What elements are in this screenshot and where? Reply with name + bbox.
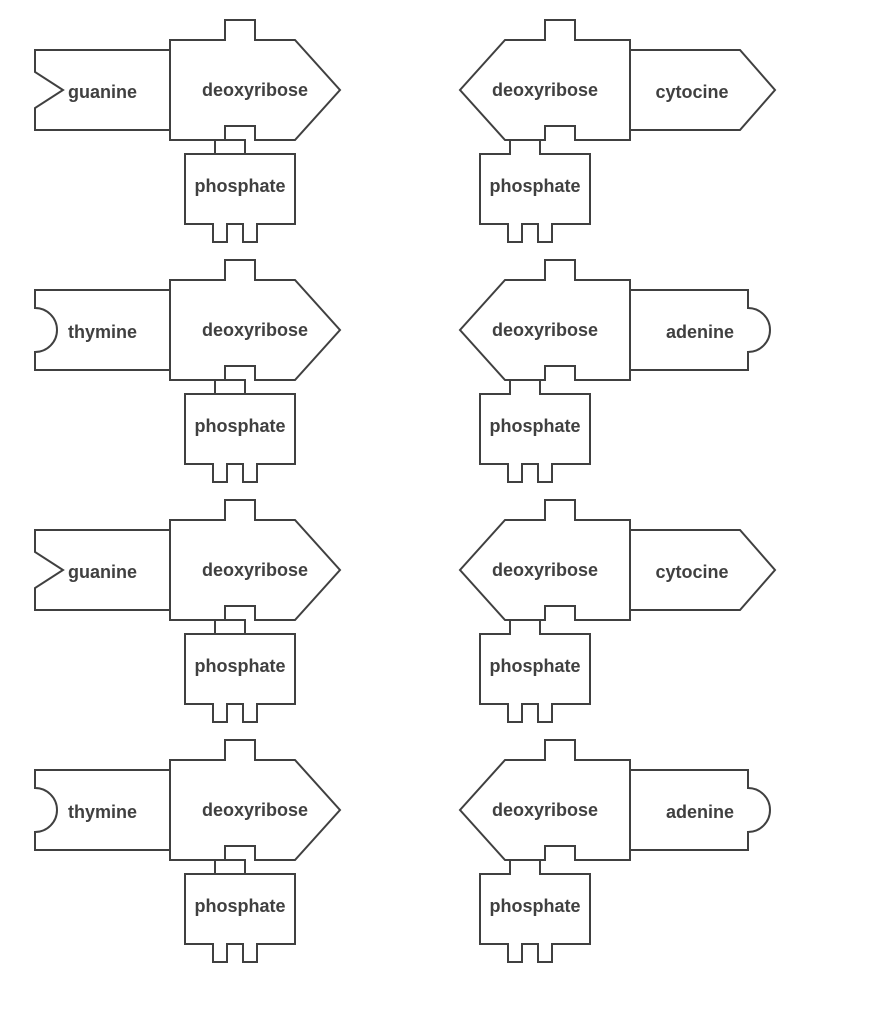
- seam: [545, 126, 575, 140]
- nucleotide-right-row1: deoxyribose adenine phosphate: [460, 260, 770, 482]
- phosphate-label: phosphate: [194, 416, 285, 436]
- nucleotide-left-row2: guanine deoxyribose phosphate: [35, 500, 340, 722]
- thymine-label: thymine: [68, 802, 137, 822]
- seam: [545, 846, 575, 860]
- seam: [545, 606, 575, 620]
- phosphate-label: phosphate: [194, 176, 285, 196]
- phosphate-label: phosphate: [489, 176, 580, 196]
- cytocine-label: cytocine: [655, 562, 728, 582]
- deoxyribose-label: deoxyribose: [202, 320, 308, 340]
- nucleotide-left-row0: guanine deoxyribose phosphate: [35, 20, 340, 242]
- phosphate-label: phosphate: [194, 896, 285, 916]
- nucleotide-left-row3: thymine deoxyribose phosphate: [35, 740, 340, 962]
- deoxyribose-label: deoxyribose: [492, 560, 598, 580]
- thymine-label: thymine: [68, 322, 137, 342]
- guanine-label: guanine: [68, 562, 137, 582]
- nucleotide-diagram: guanine deoxyribose phosphate deoxyribose cy…: [0, 0, 896, 1024]
- adenine-label: adenine: [666, 802, 734, 822]
- phosphate-label: phosphate: [489, 896, 580, 916]
- seam: [225, 846, 255, 860]
- nucleotide-right-row3: deoxyribose adenine phosphate: [460, 740, 770, 962]
- seam: [225, 126, 255, 140]
- deoxyribose-label: deoxyribose: [202, 80, 308, 100]
- deoxyribose-label: deoxyribose: [492, 320, 598, 340]
- nucleotide-left-row1: thymine deoxyribose phosphate: [35, 260, 340, 482]
- deoxyribose-label: deoxyribose: [202, 800, 308, 820]
- phosphate-label: phosphate: [489, 656, 580, 676]
- nucleotide-right-row2: deoxyribose cytocine phosphate: [460, 500, 775, 722]
- seam: [225, 366, 255, 380]
- guanine-label: guanine: [68, 82, 137, 102]
- seam: [225, 606, 255, 620]
- deoxyribose-label: deoxyribose: [492, 800, 598, 820]
- adenine-label: adenine: [666, 322, 734, 342]
- seam: [545, 366, 575, 380]
- phosphate-label: phosphate: [194, 656, 285, 676]
- nucleotide-right-row0: deoxyribose cytocine phosphate: [460, 20, 775, 242]
- deoxyribose-label: deoxyribose: [202, 560, 308, 580]
- deoxyribose-label: deoxyribose: [492, 80, 598, 100]
- phosphate-label: phosphate: [489, 416, 580, 436]
- cytocine-label: cytocine: [655, 82, 728, 102]
